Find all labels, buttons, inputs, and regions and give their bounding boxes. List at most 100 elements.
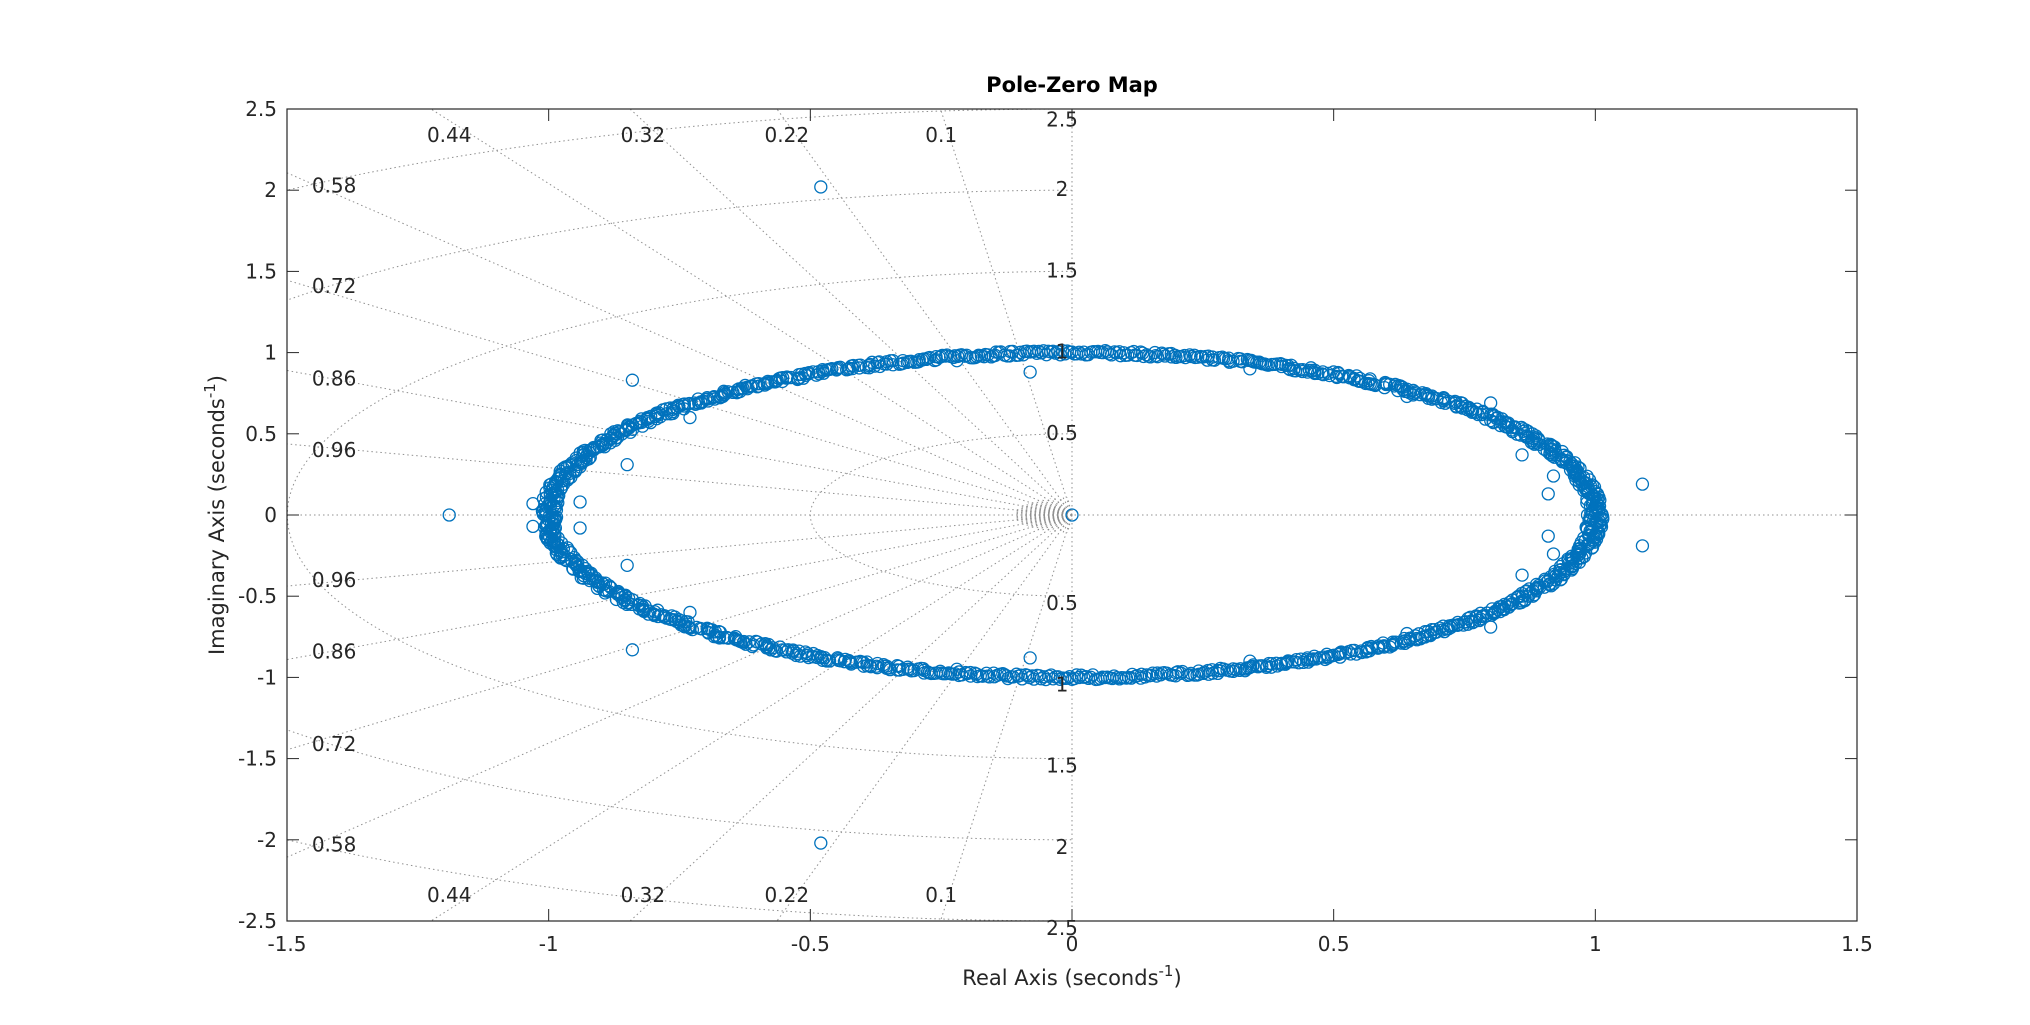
ring-marker (1519, 584, 1534, 598)
frequency-label-0-lower: 0.5 (1046, 591, 1078, 615)
pole-zero-marker-28 (1546, 469, 1561, 483)
ring-marker (1318, 652, 1332, 667)
y-tick-label-10: 2.5 (245, 97, 277, 121)
ring-marker (1484, 407, 1498, 421)
fine-ray-12 (1025, 504, 1073, 516)
damping-ray-6-lower (287, 514, 1073, 661)
ring-marker (1156, 347, 1171, 361)
damping-ray-6-upper (287, 369, 1073, 516)
pole-zero-marker-11 (683, 605, 697, 620)
damping-label-3-lower: 0.44 (427, 883, 472, 907)
pole-zero-marker-30 (1541, 487, 1555, 501)
ring-marker (873, 359, 887, 374)
damping-label-2-lower: 0.32 (621, 883, 666, 907)
ring-marker (701, 394, 715, 408)
damping-label-2-upper: 0.32 (621, 123, 666, 147)
damping-ray-4-lower (287, 514, 1073, 858)
damping-ray-1-upper (776, 109, 1073, 516)
ring-marker (775, 374, 790, 389)
damping-label-7-upper: 0.96 (312, 438, 357, 462)
ring-marker (859, 360, 873, 375)
ring-marker (864, 660, 878, 674)
frequency-label-4-upper: 2.5 (1046, 107, 1078, 131)
ring-marker (1583, 529, 1597, 543)
y-axis-label: Imaginary Axis (seconds-1) (201, 375, 229, 655)
y-axis-label-superscript: -1 (201, 383, 219, 398)
pole-zero-marker-3 (526, 519, 540, 534)
ring-marker (1001, 671, 1015, 686)
damping-label-5-upper: 0.72 (312, 274, 357, 298)
ring-marker (762, 641, 776, 655)
frequency-label-0-upper: 0.5 (1046, 421, 1078, 445)
pole-zero-marker-4 (573, 495, 587, 509)
ring-marker (1265, 657, 1279, 671)
ring-marker (883, 662, 897, 677)
fine-ray-39 (1066, 514, 1073, 533)
y-tick-label-4: -0.5 (238, 584, 277, 608)
ring-marker (1182, 668, 1197, 682)
ring-marker (1376, 636, 1390, 650)
pole-zero-marker-24 (1484, 396, 1498, 410)
ring-marker (1415, 386, 1430, 400)
ring-marker (1134, 667, 1149, 681)
pole-zero-marker-32 (1635, 477, 1650, 491)
ring-marker (790, 372, 805, 387)
ring-marker (1321, 366, 1335, 381)
ring-marker (1302, 363, 1317, 378)
pole-zero-marker-1 (442, 508, 456, 522)
y-tick-label-9: 2 (264, 178, 277, 202)
ring-marker (799, 368, 813, 383)
pole-zero-marker-6 (620, 458, 634, 472)
ring-marker (1582, 473, 1597, 487)
y-tick-label-0: -2.5 (238, 909, 277, 933)
damping-label-1-lower: 0.22 (765, 883, 810, 907)
ring-marker (573, 460, 587, 474)
ring-marker (1364, 639, 1378, 654)
ring-marker (550, 547, 564, 562)
ring-marker (1436, 619, 1450, 633)
ring-marker (1174, 666, 1188, 680)
fine-ray-35 (1049, 514, 1073, 532)
pole-zero-marker-8 (625, 373, 640, 387)
ring-marker (1125, 667, 1139, 682)
y-tick-label-5: 0 (264, 503, 277, 527)
ring-marker (1349, 369, 1364, 383)
ring-marker (770, 373, 784, 388)
ring-marker (1516, 422, 1530, 436)
pole-zero-marker-17 (1023, 651, 1037, 665)
ring-marker (963, 665, 978, 680)
damping-label-1-upper: 0.22 (765, 123, 810, 147)
ring-marker (1595, 509, 1610, 524)
ring-marker (829, 363, 844, 377)
y-tick-label-2: -1.5 (238, 747, 277, 771)
ring-marker (1522, 582, 1536, 596)
damping-label-3-upper: 0.44 (427, 123, 472, 147)
ring-marker (768, 375, 782, 389)
damping-ray-0-lower (939, 514, 1073, 921)
ring-marker (566, 464, 581, 478)
ring-marker (886, 358, 900, 372)
x-tick-label-5: 1 (1589, 932, 1602, 956)
ring-marker (731, 385, 745, 399)
ring-marker (625, 422, 640, 436)
ring-marker (760, 376, 775, 391)
ring-marker (1514, 420, 1529, 435)
ring-marker (816, 366, 831, 380)
frequency-label-1-upper: 1 (1056, 340, 1069, 364)
fine-ray-32 (1037, 514, 1073, 530)
ring-marker (984, 350, 998, 364)
fine-ray-37 (1058, 514, 1073, 533)
ring-marker (1320, 647, 1334, 661)
fine-ray-1 (1066, 497, 1073, 516)
y-tick-label-8: 1.5 (245, 259, 277, 283)
damping-label-4-upper: 0.58 (312, 173, 357, 197)
pole-zero-marker-10 (683, 410, 697, 425)
ring-marker (1459, 615, 1473, 629)
y-tick-label-7: 1 (264, 341, 277, 365)
ring-marker (1331, 365, 1345, 380)
pole-zero-marker-18 (1243, 362, 1257, 376)
ring-marker (685, 623, 700, 637)
pole-zero-markers (442, 180, 1650, 850)
fine-ray-11 (1028, 502, 1073, 516)
